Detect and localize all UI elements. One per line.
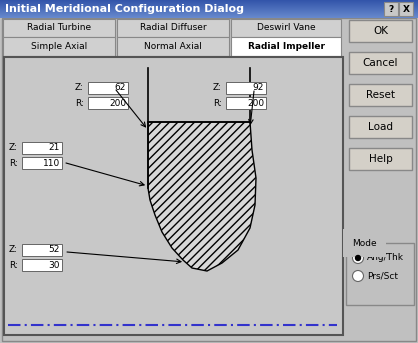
Bar bbox=[231, 19, 341, 37]
Text: 52: 52 bbox=[48, 246, 60, 255]
Text: Deswirl Vane: Deswirl Vane bbox=[257, 24, 315, 33]
Bar bbox=[22, 157, 62, 169]
Text: Radial Impeller: Radial Impeller bbox=[247, 42, 324, 51]
Bar bbox=[226, 97, 266, 109]
Text: 30: 30 bbox=[48, 260, 60, 270]
Text: Prs/Sct: Prs/Sct bbox=[367, 272, 398, 281]
Text: Reset: Reset bbox=[366, 90, 395, 100]
Circle shape bbox=[352, 271, 364, 282]
Text: 200: 200 bbox=[109, 98, 126, 107]
Text: Simple Axial: Simple Axial bbox=[31, 42, 87, 51]
Circle shape bbox=[352, 252, 364, 263]
Bar bbox=[346, 243, 414, 305]
Text: R:: R: bbox=[75, 98, 84, 107]
Bar bbox=[117, 19, 229, 37]
Bar bbox=[22, 142, 62, 154]
Text: Z:: Z: bbox=[9, 143, 18, 153]
Bar bbox=[22, 259, 62, 271]
Text: Radial Diffuser: Radial Diffuser bbox=[140, 24, 206, 33]
Bar bbox=[0, 7, 418, 8]
Bar bbox=[0, 14, 418, 15]
Bar bbox=[349, 148, 412, 170]
Text: Help: Help bbox=[369, 154, 393, 164]
Polygon shape bbox=[148, 122, 256, 271]
Text: R:: R: bbox=[9, 158, 18, 167]
Bar bbox=[0, 1, 418, 2]
Bar bbox=[0, 6, 418, 7]
Text: X: X bbox=[403, 4, 410, 13]
Text: Z:: Z: bbox=[75, 83, 84, 93]
Bar bbox=[0, 8, 418, 9]
Text: Cancel: Cancel bbox=[363, 58, 398, 68]
Bar bbox=[4, 57, 343, 335]
Bar bbox=[399, 2, 413, 16]
Bar bbox=[384, 2, 398, 16]
Text: R:: R: bbox=[213, 98, 222, 107]
Bar bbox=[117, 37, 229, 56]
Bar bbox=[0, 10, 418, 11]
Bar bbox=[0, 3, 418, 4]
Bar bbox=[349, 84, 412, 106]
Text: ?: ? bbox=[388, 4, 394, 13]
Bar bbox=[22, 244, 62, 256]
Text: OK: OK bbox=[373, 26, 388, 36]
Text: 110: 110 bbox=[43, 158, 60, 167]
Bar bbox=[3, 37, 115, 56]
Text: Mode: Mode bbox=[352, 238, 377, 248]
Bar bbox=[0, 4, 418, 5]
Bar bbox=[0, 0, 418, 1]
Text: Z:: Z: bbox=[9, 246, 18, 255]
Bar bbox=[0, 11, 418, 12]
Bar bbox=[0, 9, 418, 10]
Bar bbox=[0, 16, 418, 17]
Bar bbox=[0, 2, 418, 3]
Text: Initial Meridional Configuration Dialog: Initial Meridional Configuration Dialog bbox=[5, 4, 244, 14]
Text: Normal Axial: Normal Axial bbox=[144, 42, 202, 51]
Bar bbox=[88, 82, 128, 94]
Bar bbox=[231, 37, 341, 56]
Bar bbox=[0, 5, 418, 6]
Text: Radial Turbine: Radial Turbine bbox=[27, 24, 91, 33]
Text: 200: 200 bbox=[247, 98, 264, 107]
Circle shape bbox=[355, 256, 360, 260]
Bar bbox=[349, 20, 412, 42]
Bar bbox=[0, 12, 418, 13]
Text: 92: 92 bbox=[252, 83, 264, 93]
Text: Z:: Z: bbox=[213, 83, 222, 93]
Bar bbox=[349, 116, 412, 138]
Bar bbox=[3, 19, 115, 37]
Bar bbox=[0, 17, 418, 18]
Bar bbox=[0, 13, 418, 14]
Text: Load: Load bbox=[368, 122, 393, 132]
Bar bbox=[0, 15, 418, 16]
Text: 62: 62 bbox=[115, 83, 126, 93]
Text: Ang/Thk: Ang/Thk bbox=[367, 253, 404, 262]
Text: 21: 21 bbox=[48, 143, 60, 153]
Bar bbox=[226, 82, 266, 94]
Bar bbox=[88, 97, 128, 109]
Bar bbox=[349, 52, 412, 74]
Text: R:: R: bbox=[9, 260, 18, 270]
